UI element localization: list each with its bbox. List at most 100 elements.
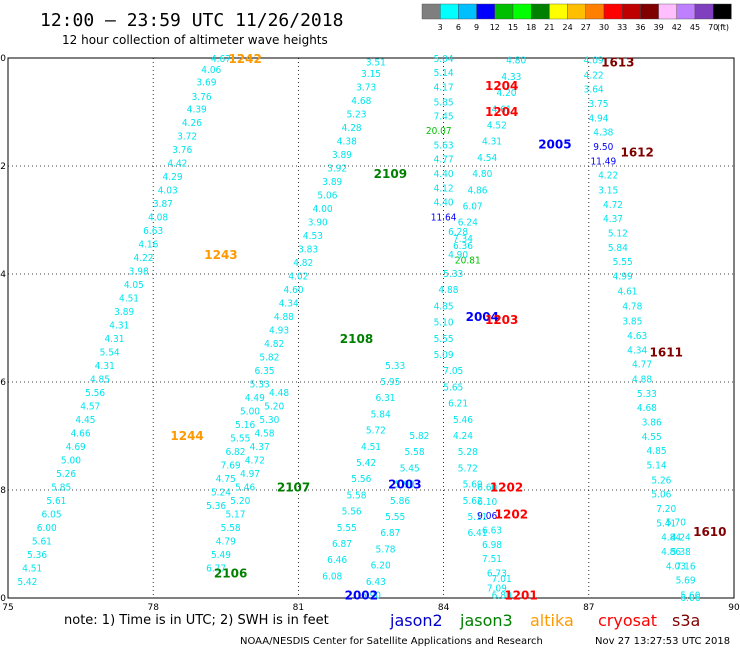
swh-value: 4.84 (661, 533, 681, 544)
colorbar: 3 6 9 12 15 18 21 24 27 30 33 36 39 42 45 70 (421, 3, 732, 32)
swh-value: 20.81 (455, 256, 481, 267)
colorbar-tick: 18 (526, 23, 536, 32)
swh-value: 6.31 (376, 393, 396, 404)
swh-value: 4.49 (245, 393, 265, 404)
swh-value: 7.45 (434, 111, 454, 122)
swh-value: 5.33 (385, 361, 405, 372)
swh-value: 6.35 (255, 366, 275, 377)
swh-value: 5.23 (346, 110, 366, 121)
swh-value: 6.43 (366, 577, 386, 588)
swh-value: 4.80 (506, 56, 526, 67)
colorbar-swatch (676, 3, 696, 20)
pass-label: 2004 (466, 310, 499, 324)
swh-value: 5.69 (676, 576, 696, 587)
y-tick-label: -4 (0, 270, 6, 280)
pass-label: 2108 (340, 332, 373, 346)
swh-value: 3.90 (308, 218, 328, 229)
swh-value: 4.82 (264, 339, 284, 350)
swh-value: 5.26 (651, 475, 671, 486)
swh-value: 4.66 (71, 428, 91, 439)
swh-value: 5.63 (434, 140, 454, 151)
grid-lines (8, 58, 734, 598)
pass-label: 1203 (485, 313, 518, 327)
swh-value: 3.51 (366, 57, 386, 68)
swh-value: 5.12 (608, 229, 628, 240)
swh-value: 4.55 (642, 432, 662, 443)
swh-value: 5.61 (46, 496, 66, 507)
swh-value: 5.58 (346, 490, 366, 501)
swh-value: 4.85 (90, 374, 110, 385)
colorbar-swatch (567, 3, 586, 20)
swh-value: 5.72 (366, 426, 386, 437)
satellite-legend-entry: s3a (672, 611, 700, 630)
swh-value: 6.21 (448, 399, 468, 410)
swh-value: 4.57 (80, 401, 100, 412)
swh-value: 5.84 (608, 243, 628, 254)
credit-line: NOAA/NESDIS Center for Satellite Applica… (240, 636, 543, 647)
swh-value: 4.60 (284, 285, 304, 296)
colorbar-swatch (694, 3, 714, 20)
swh-value: 6.10 (477, 497, 497, 508)
swh-value: 6.87 (380, 528, 400, 539)
swh-value: 4.33 (501, 72, 521, 83)
footnote: note: 1) Time is in UTC; 2) SWH is in fe… (64, 613, 329, 628)
colorbar-swatch (549, 3, 568, 20)
swh-value: 4.24 (453, 431, 473, 442)
swh-value: 4.45 (75, 415, 95, 426)
swh-value: 5.09 (434, 350, 454, 361)
swh-value: 6.06 (680, 593, 700, 604)
pass-label: 1613 (601, 55, 634, 69)
swh-value: 4.78 (622, 301, 642, 312)
swh-value: 5.24 (211, 488, 231, 499)
swh-value: 5.85 (434, 97, 454, 108)
pass-label: 2107 (277, 480, 310, 494)
swh-value: 4.09 (584, 56, 604, 67)
swh-value: 3.86 (642, 418, 662, 429)
swh-value: 3.15 (361, 69, 381, 80)
pass-label: 1610 (693, 525, 726, 539)
colorbar-tick: 33 (617, 23, 627, 32)
swh-value: 3.83 (298, 245, 318, 256)
swh-value: 3.69 (196, 77, 216, 88)
pass-label: 2109 (374, 167, 407, 181)
swh-value: 4.63 (627, 331, 647, 342)
swh-value: 4.22 (584, 70, 604, 81)
pass-label: 2002 (345, 588, 378, 602)
swh-value: 5.56 (351, 474, 371, 485)
chart-subtitle: 12 hour collection of altimeter wave hei… (62, 33, 328, 47)
swh-value: 4.68 (351, 96, 371, 107)
swh-value: 5.82 (409, 431, 429, 442)
pass-label: 1204 (485, 105, 518, 119)
swh-value: 4.93 (269, 326, 289, 337)
swh-value: 4.03 (158, 185, 178, 196)
swh-value: 4.77 (434, 155, 454, 166)
colorbar-tick: 36 (635, 23, 645, 32)
swh-value: 3.89 (114, 307, 134, 318)
colorbar-swatch (476, 3, 496, 20)
pass-label: 1244 (170, 429, 203, 443)
x-tick-label: 90 (728, 603, 740, 613)
swh-value: 4.00 (313, 204, 333, 215)
swh-value: 7.51 (482, 554, 502, 565)
swh-value: 6.63 (143, 226, 163, 237)
swh-value: 6.00 (37, 523, 57, 534)
swh-value: 5.69 (463, 480, 483, 491)
pass-label: 1242 (228, 52, 261, 66)
swh-value: 5.06 (651, 489, 671, 500)
swh-value: 6.24 (458, 218, 478, 229)
swh-value: 4.88 (438, 285, 458, 296)
swh-value: 3.98 (129, 266, 149, 277)
swh-value: 5.00 (61, 455, 81, 466)
swh-value: 5.41 (656, 518, 676, 529)
y-tick-label: 0 (0, 54, 6, 64)
swh-value: 3.89 (332, 150, 352, 161)
swh-value: 5.95 (380, 377, 400, 388)
swh-value: 4.20 (497, 88, 517, 99)
swh-value: 5.60 (680, 590, 700, 601)
satellite-legend: jason2 jason3 altika cryosat s3a (389, 611, 700, 630)
swh-value: 6.73 (487, 569, 507, 580)
swh-value: 4.82 (293, 258, 313, 269)
data-marks: 4.674.063.693.764.394.263.723.764.424.29… (17, 54, 700, 604)
swh-value: 7.05 (443, 366, 463, 377)
pass-label: 1611 (650, 345, 683, 359)
